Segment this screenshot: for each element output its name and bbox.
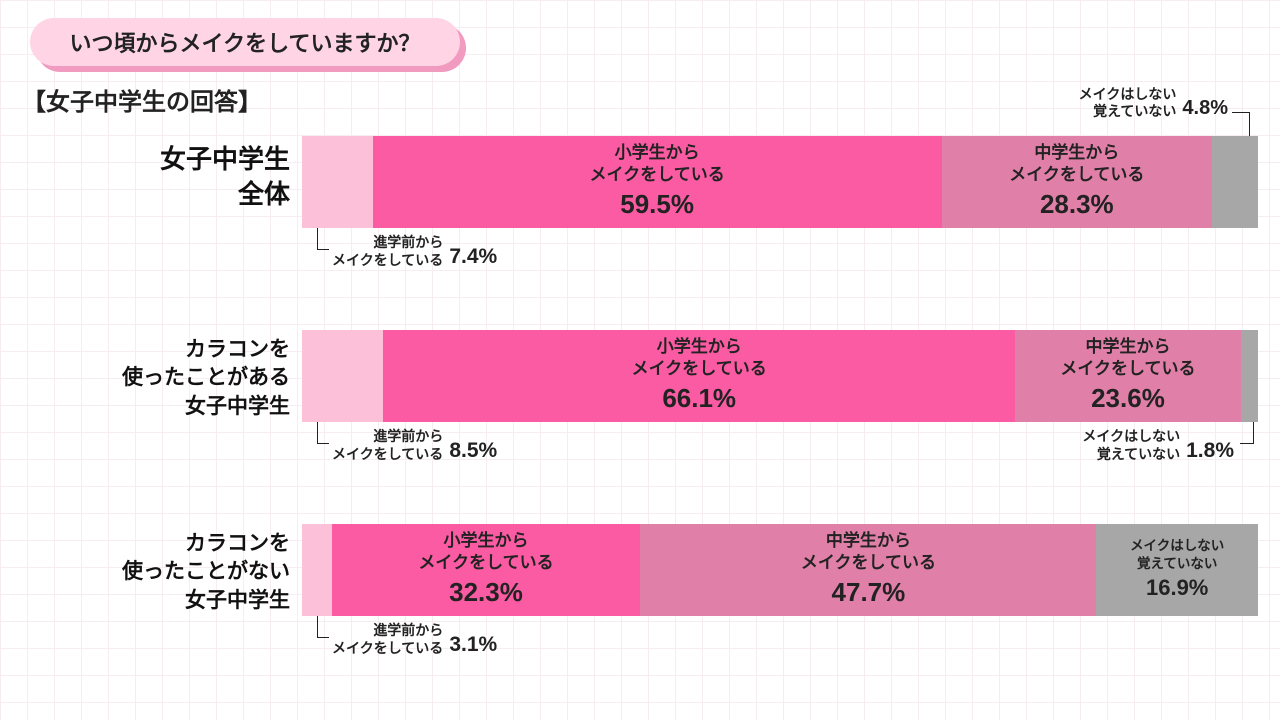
row-label: カラコンを使ったことがない女子中学生 — [22, 530, 290, 615]
row-label: 女子中学生全体 — [22, 142, 290, 212]
callout-pre: 進学前からメイクをしている8.5% — [332, 428, 497, 463]
bar-segment-ms: 中学生からメイクをしている47.7% — [640, 524, 1096, 616]
stacked-bar: 小学生からメイクをしている66.1%中学生からメイクをしている23.6% — [302, 330, 1258, 422]
callout-pre: 進学前からメイクをしている3.1% — [332, 622, 497, 657]
callout-none-row1: メイクはしない覚えていない 4.8% — [1079, 86, 1228, 120]
callout-pre: 進学前からメイクをしている7.4% — [332, 234, 497, 269]
bar-row: 女子中学生全体小学生からメイクをしている59.5%中学生からメイクをしている28… — [22, 126, 1258, 281]
stacked-bar: 小学生からメイクをしている59.5%中学生からメイクをしている28.3% — [302, 136, 1258, 228]
connector — [317, 422, 329, 444]
connector — [1240, 422, 1254, 444]
bar-segment-es: 小学生からメイクをしている66.1% — [383, 330, 1015, 422]
title-text: いつ頃からメイクをしていますか？ — [30, 18, 460, 66]
bar-segment-none: メイクはしない覚えていない16.9% — [1096, 524, 1258, 616]
subtitle: 【女子中学生の回答】 — [22, 82, 262, 117]
connector — [317, 616, 329, 638]
bar-segment-pre — [302, 330, 383, 422]
callout-none: メイクはしない覚えていない1.8% — [1082, 428, 1234, 463]
bar-row: カラコンを使ったことがない女子中学生小学生からメイクをしている32.3%中学生か… — [22, 514, 1258, 669]
stacked-bar: 小学生からメイクをしている32.3%中学生からメイクをしている47.7%メイクは… — [302, 524, 1258, 616]
bar-segment-es: 小学生からメイクをしている32.3% — [332, 524, 641, 616]
title-pill: いつ頃からメイクをしていますか？ — [30, 18, 460, 66]
bar-segment-none — [1241, 330, 1258, 422]
bar-row: カラコンを使ったことがある女子中学生小学生からメイクをしている66.1%中学生か… — [22, 320, 1258, 475]
bar-segment-pre — [302, 136, 373, 228]
bar-segment-es: 小学生からメイクをしている59.5% — [373, 136, 942, 228]
row-label: カラコンを使ったことがある女子中学生 — [22, 336, 290, 421]
bar-segment-ms: 中学生からメイクをしている28.3% — [942, 136, 1213, 228]
connector — [317, 228, 329, 250]
bar-segment-ms: 中学生からメイクをしている23.6% — [1015, 330, 1241, 422]
bar-segment-none — [1212, 136, 1258, 228]
bar-segment-pre — [302, 524, 332, 616]
